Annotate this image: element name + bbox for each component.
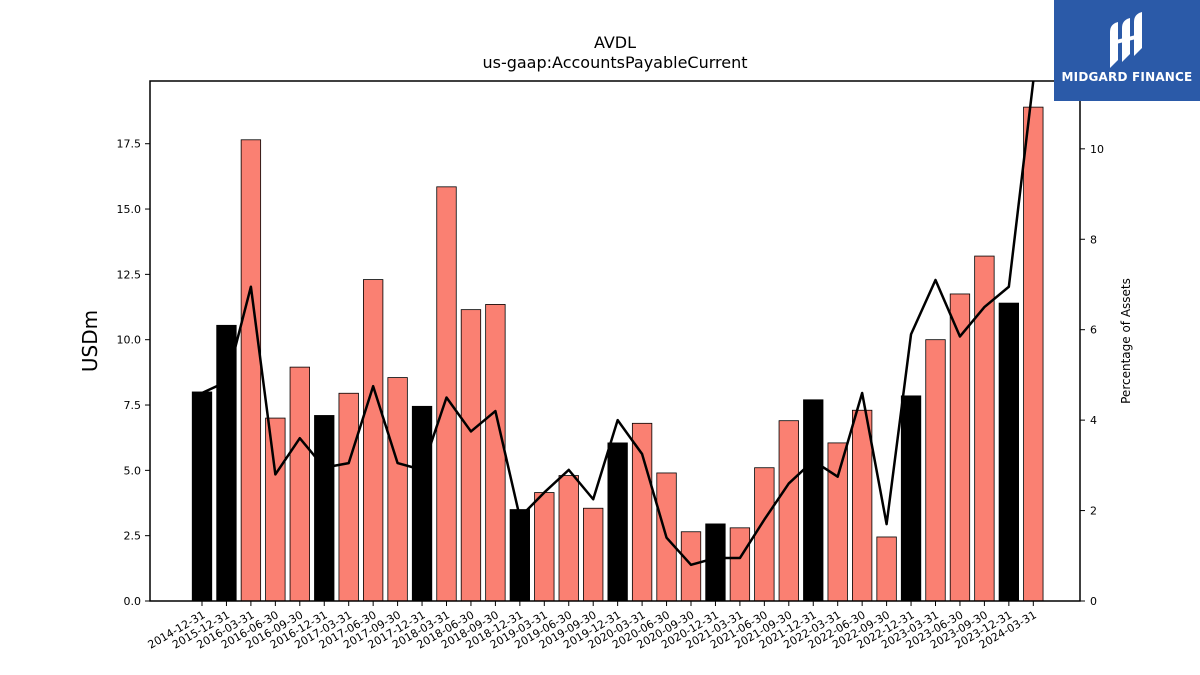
bar-2019-12-31: [607, 442, 628, 602]
y-tick-label: 2.5: [124, 530, 142, 543]
y2-axis-label: Percentage of Assets: [1119, 278, 1133, 404]
percentage-of-assets-line: [201, 80, 1035, 567]
bar-2022-09-30: [876, 536, 897, 602]
bar-2018-12-31: [509, 509, 531, 602]
bar-2023-03-31: [925, 339, 946, 602]
chart-subtitle: us-gaap:AccountsPayableCurrent: [482, 53, 747, 72]
bar-2021-06-30: [754, 467, 775, 602]
bar-2018-06-30: [460, 309, 482, 602]
bar-2014-12-31: [191, 391, 213, 602]
y2-tick-label: 4: [1090, 414, 1097, 427]
bar-2021-12-31: [803, 399, 824, 602]
bar-2017-06-30: [362, 279, 384, 602]
bars: [191, 106, 1044, 602]
midgard-finance-logo: MIDGARD FINANCE: [1054, 0, 1200, 101]
chart-title: AVDL: [594, 33, 636, 52]
bar-2022-03-31: [827, 442, 848, 602]
logo-text: MIDGARD FINANCE: [1061, 70, 1193, 84]
bar-2019-06-30: [558, 475, 579, 602]
bar-2018-09-30: [485, 304, 506, 602]
bar-2021-03-31: [729, 527, 751, 602]
bar-2020-09-30: [680, 531, 702, 602]
y-tick-label: 0.0: [124, 595, 142, 608]
bar-2024-03-31: [1023, 106, 1044, 602]
bar-2021-09-30: [778, 420, 799, 602]
y-tick-label: 10.0: [117, 334, 142, 347]
y2-tick-label: 0: [1090, 595, 1097, 608]
bar-2017-03-31: [338, 392, 359, 602]
bar-2017-12-31: [411, 405, 433, 602]
bar-2016-09-30: [289, 366, 310, 602]
y-axis: 0.0 2.5 5.0 7.5 10.0 12.5 15.0 17.5: [117, 138, 150, 608]
bar-2017-09-30: [387, 377, 408, 602]
bar-2016-12-31: [314, 415, 335, 602]
bar-2023-12-31: [998, 302, 1019, 602]
y2-tick-label: 8: [1090, 233, 1097, 246]
bar-2023-06-30: [949, 293, 971, 602]
bar-2020-12-31: [705, 523, 726, 602]
y-axis-label: USDm: [78, 310, 102, 372]
y2-tick-label: 10: [1090, 143, 1104, 156]
y-tick-label: 12.5: [117, 268, 142, 281]
midgard-logo-icon: [1110, 12, 1142, 68]
y2-tick-label: 2: [1090, 505, 1097, 518]
bar-2019-09-30: [583, 507, 604, 602]
bar-2018-03-31: [436, 186, 457, 602]
bar-2016-06-30: [265, 417, 286, 602]
bar-2016-03-31: [240, 139, 262, 602]
y2-tick-label: 6: [1090, 324, 1097, 337]
y-tick-label: 15.0: [117, 203, 142, 216]
bar-2015-12-31: [216, 324, 237, 602]
bar-2020-03-31: [631, 422, 653, 602]
bar-2022-12-31: [900, 395, 922, 602]
bar-2022-06-30: [852, 409, 873, 602]
x-axis: 2014-12-312015-12-312016-03-312016-06-30…: [146, 601, 1039, 652]
y-tick-label: 17.5: [117, 138, 142, 151]
y-tick-label: 7.5: [124, 399, 142, 412]
y-tick-label: 5.0: [124, 464, 142, 477]
y2-axis: 0 2 4 6 8 10: [1080, 143, 1104, 608]
plot-frame: [149, 80, 1081, 602]
bar-2019-03-31: [534, 492, 555, 602]
